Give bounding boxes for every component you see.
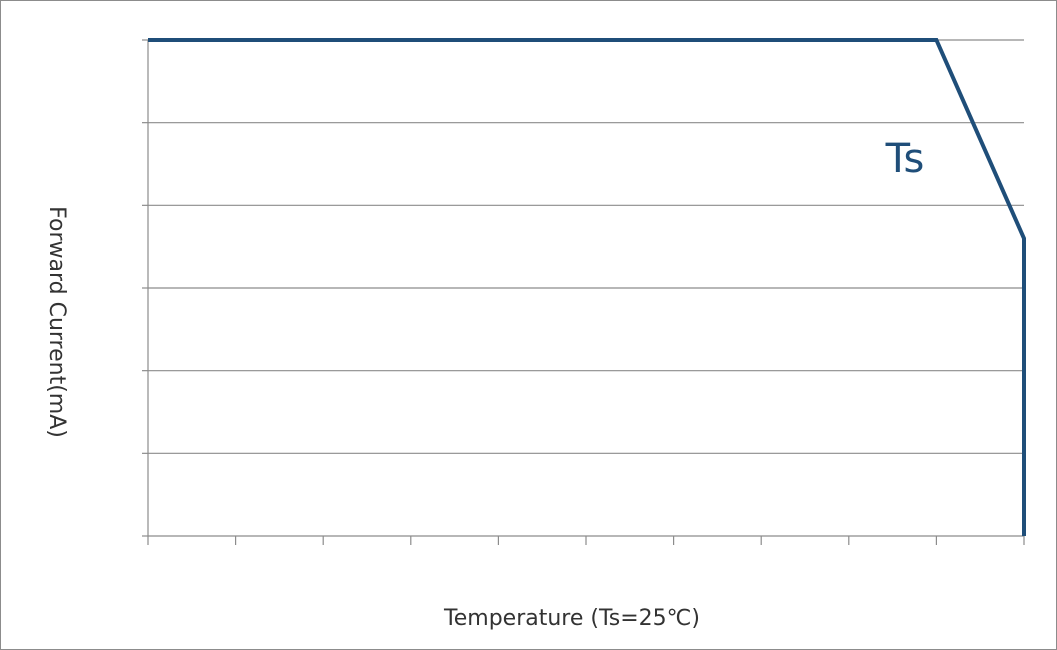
axes — [142, 39, 1025, 545]
series-line — [148, 38, 1026, 536]
series-layer — [148, 38, 1026, 536]
series-annotation: Ts — [885, 136, 925, 182]
x-axis-label: Temperature (Ts=25℃) — [443, 606, 700, 631]
y-axis-label: Forward Current(mA) — [44, 206, 69, 438]
